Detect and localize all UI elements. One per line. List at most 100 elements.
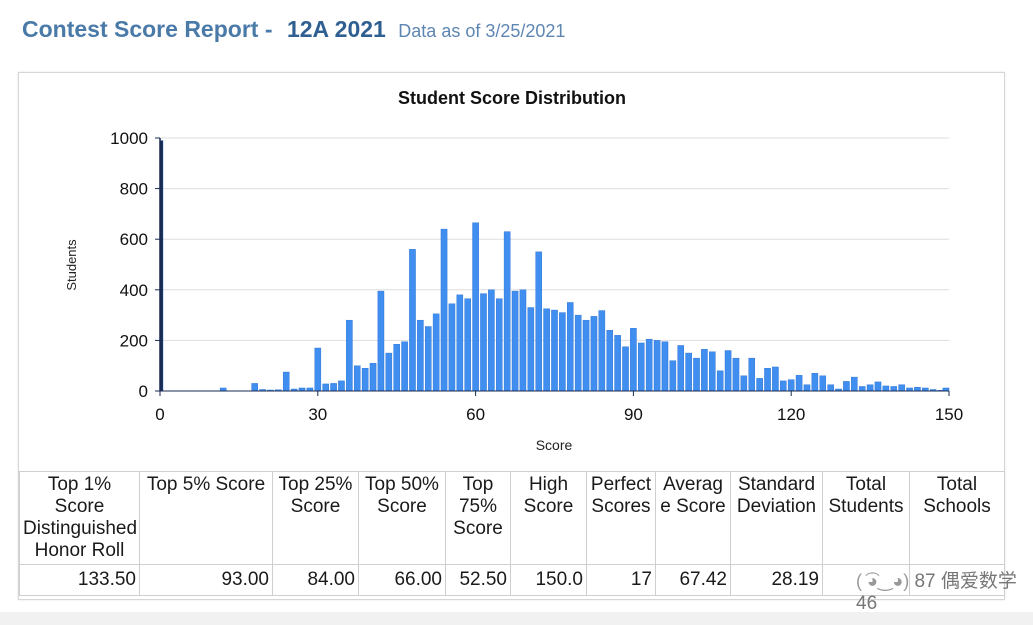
stats-header-cell: Top 1% Score Distinguished Honor Roll [19,471,140,565]
histogram-bar [669,360,677,392]
stats-header-line: Perfect [590,474,652,495]
stats-header-line: High [528,474,569,495]
histogram-bar [866,384,874,392]
histogram-bar [685,352,692,392]
histogram-bar [314,347,322,392]
stats-header-cell: Averag e Score [655,471,731,565]
footer-strip [0,612,1033,625]
histogram-bar [858,386,866,392]
histogram-bar [795,375,803,392]
histogram-bar [353,365,361,392]
histogram-bar [472,222,479,392]
histogram-bar [448,303,456,392]
stats-header-line: 75% [458,496,498,517]
histogram-bar [701,349,708,392]
stats-header-line: Top 5% Score [146,474,266,495]
stats-header-cell: Total Students [822,471,910,565]
stats-header-line: e Score [660,496,726,517]
histogram-bar [251,383,258,392]
stats-value-cell: 52.50 [445,564,511,596]
stats-header-cell: High Score [510,471,587,565]
stats-header-line: Students [828,496,904,517]
stats-header-line: Score [377,496,427,517]
stats-header-cell: Standard Deviation [730,471,823,565]
histogram-bar [480,293,487,392]
stats-value-cell [822,564,910,596]
histogram-bar [787,379,795,392]
y-tick-label: 200 [120,331,148,350]
histogram-bar [488,289,495,392]
x-tick-label: 90 [624,405,643,424]
stats-header-line: Top [462,474,494,495]
stats-value-cell: 150.0 [510,564,587,596]
watermark-fragment: 87 [914,571,936,592]
histogram-bar [882,385,890,392]
histogram-bar [898,384,905,392]
histogram-bar [764,368,771,392]
histogram-bar [645,338,653,392]
histogram-bar [914,387,921,392]
stats-value-cell: 133.50 [19,564,140,596]
histogram-bar [543,308,550,392]
histogram-bar [874,381,882,392]
histogram-bar [519,289,527,392]
histogram-bar [724,350,732,392]
report-header: Contest Score Report - 12A 2021 Data as … [22,16,565,48]
stats-header-line: Scores [591,496,651,517]
histogram-bar [890,386,898,392]
stats-header-line: Score [523,496,574,517]
y-ticks: 0 200 400 600 800 1000 [110,129,160,401]
score-stats-table: Top 1% Score Distinguished Honor Roll Top 5%… [19,471,1005,596]
x-axis-label: Score [536,437,573,453]
histogram-bar [677,345,685,392]
histogram-bar [827,384,834,392]
histogram-bar [282,371,290,392]
histogram-bar [598,310,606,392]
histogram-bar [338,380,345,392]
stats-value-cell: 17 [586,564,656,596]
y-axis-label: Students [64,239,79,291]
histogram-bar [630,328,637,392]
histogram-bar [464,298,471,392]
histogram-bar [503,231,511,392]
stats-header-cell: Total Schools [909,471,1005,565]
stats-value-cell: 84.00 [272,564,359,596]
histogram-bar [424,326,432,392]
stats-header-line: Deviation [736,496,817,517]
histogram-bar [567,302,574,392]
report-panel: Student Score Distribution 0 200 400 600 800… [18,72,1005,600]
histogram-bar [661,341,669,392]
score-distribution-chart: Student Score Distribution 0200400600800… [64,88,963,453]
histogram-bar [803,384,811,392]
histogram-bar [716,370,724,392]
histogram-bar [417,319,424,392]
stats-header-line: Honor Roll [34,540,125,561]
stats-header-line: Score [54,496,105,517]
x-tick-label: 30 [308,405,327,424]
y-tick-label: 400 [120,281,148,300]
x-tick-label: 150 [935,405,963,424]
histogram-bar [582,319,590,392]
histogram-bar [811,373,819,392]
histogram-bar [511,290,519,392]
watermark-overlay: ( ͡◕‿◕) 87 偶爱数学 46 [856,566,1033,615]
watermark-brand: 偶爱数学 [940,571,1017,592]
histogram-bar [495,298,503,392]
histogram-bar [377,290,385,392]
histogram-bar [851,376,858,392]
histogram-bar [638,342,645,392]
stats-value-cell: 28.19 [730,564,823,596]
histogram-bar [693,357,700,392]
histogram-bar [653,340,661,392]
histogram-bar [622,346,629,392]
histogram-bar [748,357,756,392]
stats-value-cell: 93.00 [139,564,273,596]
stats-header-cell: Top 50% Score [358,471,446,565]
x-tick-label: 120 [777,405,805,424]
y-tick-label: 1000 [110,129,148,148]
stats-header-line: Top 25% [278,474,353,495]
histogram-bar [401,341,408,392]
stats-header-line: Schools [923,496,991,517]
histogram-bar [330,383,337,392]
histogram-bar [732,357,740,392]
